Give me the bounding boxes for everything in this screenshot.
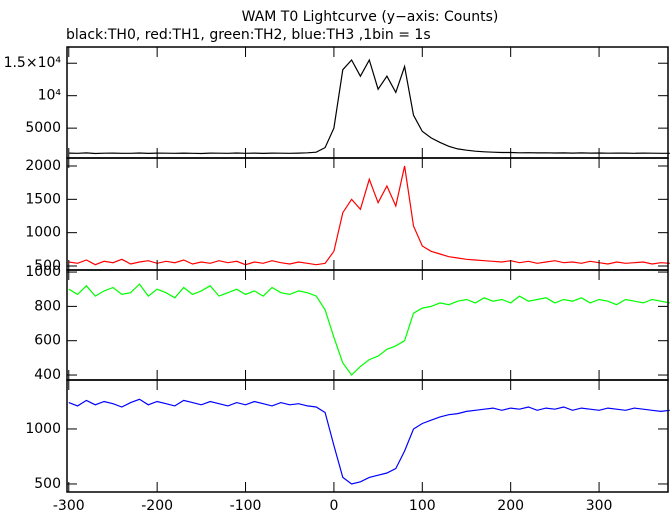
light-curve (68, 398, 670, 485)
y-tick-label: 400 (34, 367, 61, 383)
y-tick-label: 1000 (25, 421, 61, 437)
panel-frame (66, 269, 669, 381)
x-tick-label: -200 (141, 498, 173, 514)
light-curve (68, 58, 670, 155)
x-tick-label: 300 (586, 498, 613, 514)
x-tick-label: -100 (230, 498, 262, 514)
y-tick-label: 1000 (25, 225, 61, 241)
x-tick-label: 0 (329, 498, 338, 514)
x-tick-label: -300 (53, 498, 85, 514)
y-tick-label: 1000 (25, 264, 61, 280)
x-tick-label: 200 (497, 498, 524, 514)
y-tick-label: 600 (34, 333, 61, 349)
panel-frame (66, 379, 669, 493)
light-curve (68, 283, 670, 376)
panel-frame (66, 157, 669, 271)
light-curve (68, 165, 670, 266)
y-tick-label: 5000 (25, 120, 61, 136)
chart-subtitle: black:TH0, red:TH1, green:TH2, blue:TH3 … (66, 27, 431, 43)
y-tick-label: 500 (34, 258, 61, 274)
y-tick-label: 2000 (25, 158, 61, 174)
x-tick-label: 100 (409, 498, 436, 514)
y-tick-label: 500 (34, 476, 61, 492)
y-tick-label: 1.5×10⁴ (4, 55, 62, 71)
y-tick-label: 10⁴ (38, 88, 62, 104)
y-tick-label: 800 (34, 298, 61, 314)
chart-title: WAM T0 Lightcurve (y−axis: Counts) (242, 9, 499, 25)
y-tick-label: 1500 (25, 191, 61, 207)
